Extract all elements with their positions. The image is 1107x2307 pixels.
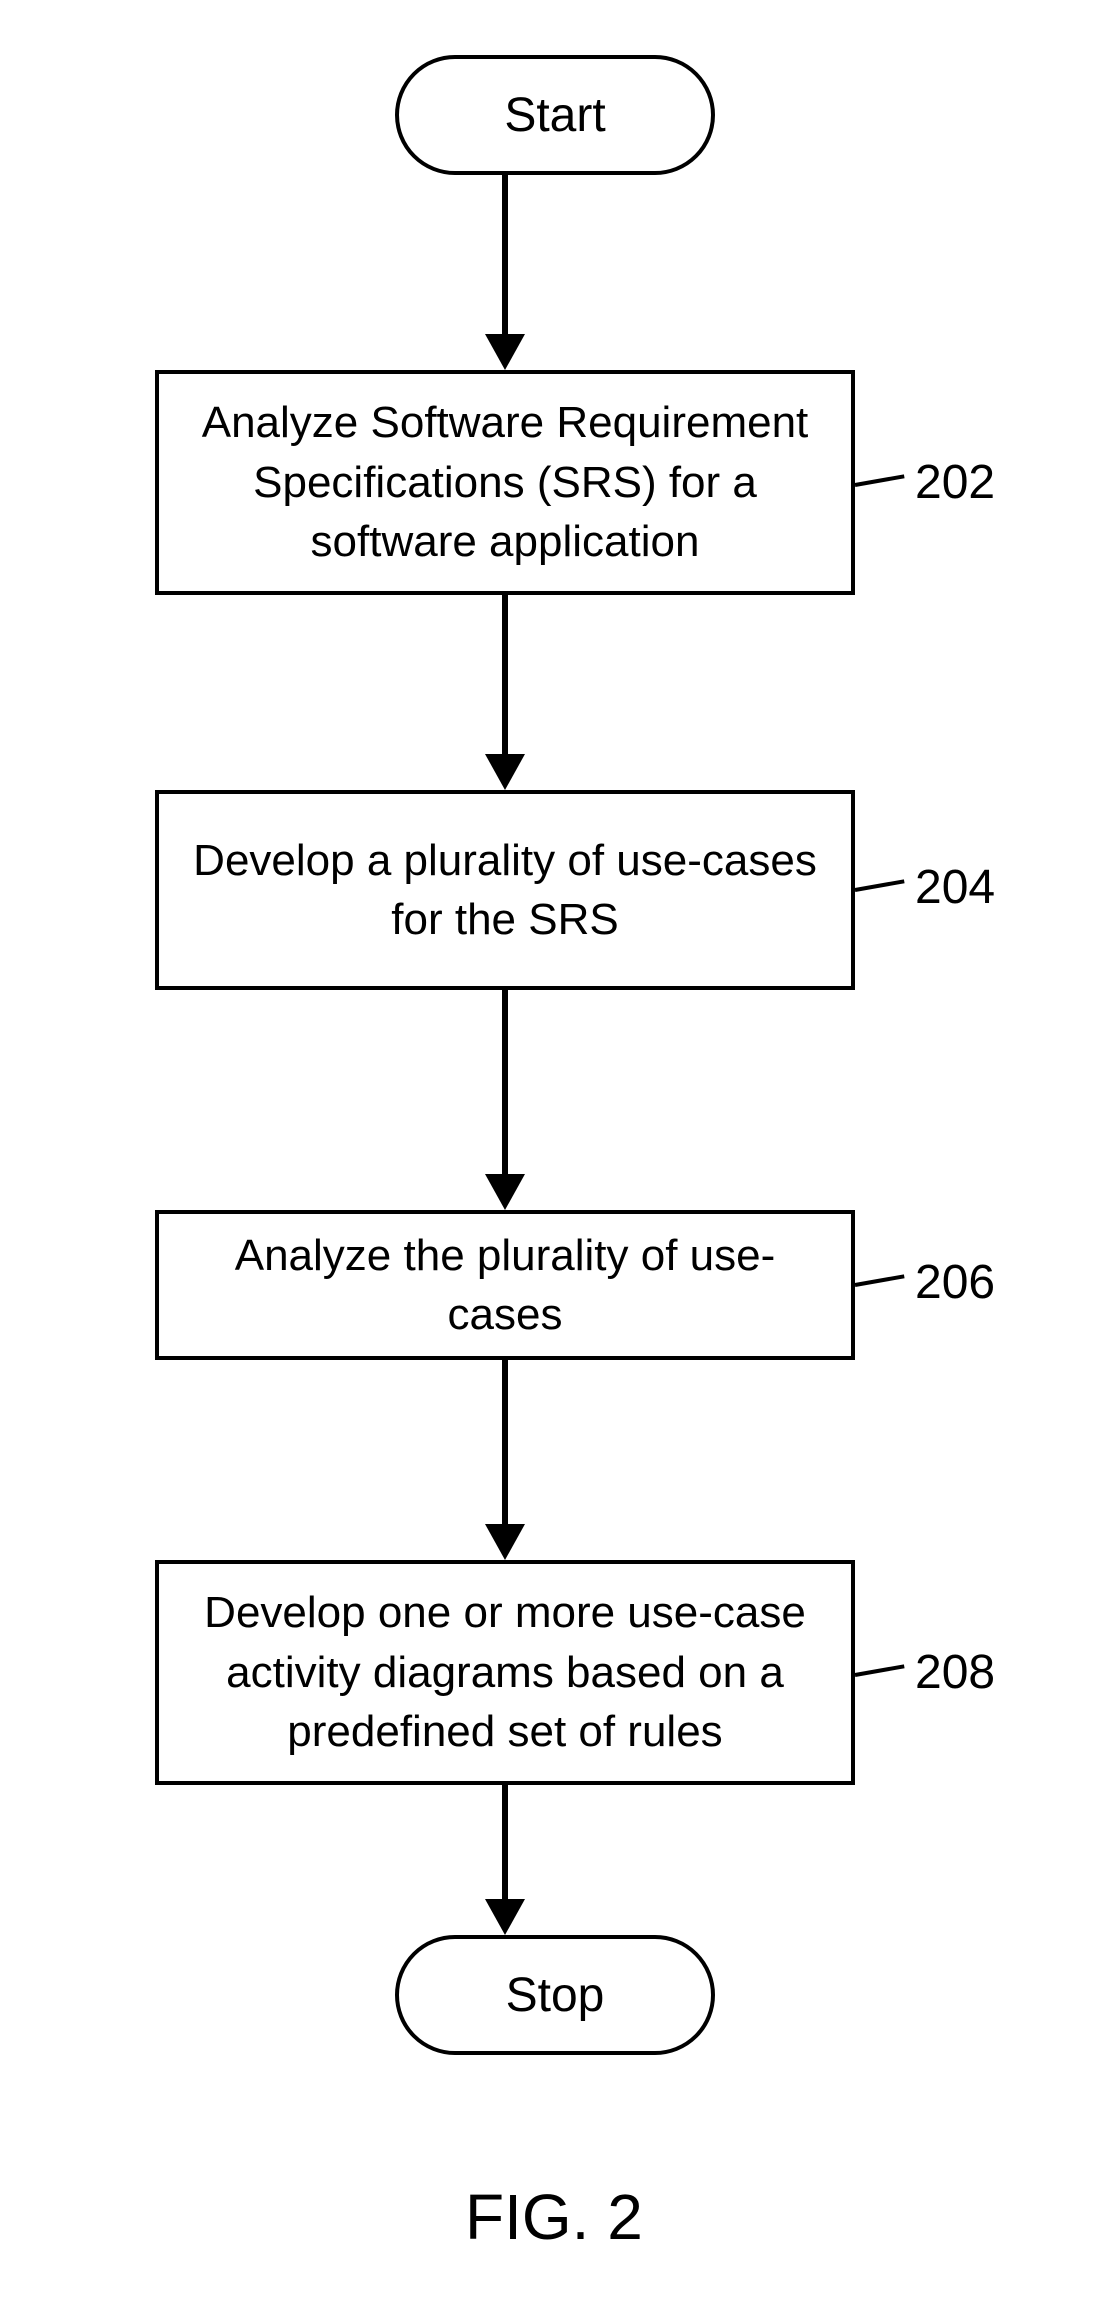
ref-tick-204 [855,879,905,892]
ref-tick-208 [855,1664,905,1677]
arrowhead-1 [485,334,525,370]
ref-label-202: 202 [915,455,995,510]
process-204-text: Develop a plurality of use-cases for the… [189,831,821,950]
ref-label-204: 204 [915,860,995,915]
terminal-start-label: Start [504,88,605,143]
ref-tick-206 [855,1274,905,1287]
flowchart-container: Start Analyze Software Requirement Speci… [0,0,1107,2307]
figure-label: FIG. 2 [465,2180,643,2254]
process-204: Develop a plurality of use-cases for the… [155,790,855,990]
arrowhead-2 [485,754,525,790]
process-206: Analyze the plurality of use-cases [155,1210,855,1360]
process-202-text: Analyze Software Requirement Specificati… [189,393,821,571]
arrow-line-3 [502,990,508,1175]
arrowhead-4 [485,1524,525,1560]
arrow-line-2 [502,595,508,755]
arrowhead-5 [485,1899,525,1935]
ref-tick-202 [855,474,905,487]
terminal-start: Start [395,55,715,175]
process-208: Develop one or more use-case activity di… [155,1560,855,1785]
process-202: Analyze Software Requirement Specificati… [155,370,855,595]
arrow-line-5 [502,1785,508,1900]
arrowhead-3 [485,1174,525,1210]
process-208-text: Develop one or more use-case activity di… [189,1583,821,1761]
terminal-stop-label: Stop [506,1968,605,2023]
ref-label-206: 206 [915,1255,995,1310]
ref-label-208: 208 [915,1645,995,1700]
process-206-text: Analyze the plurality of use-cases [189,1226,821,1345]
terminal-stop: Stop [395,1935,715,2055]
arrow-line-4 [502,1360,508,1525]
arrow-line-1 [502,175,508,335]
